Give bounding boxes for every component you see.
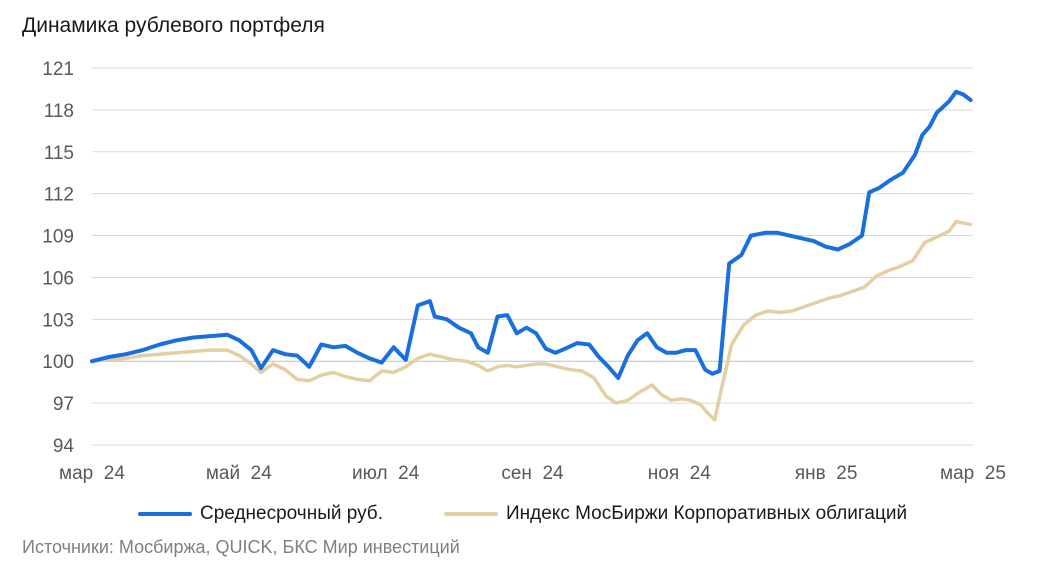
series-lines — [90, 89, 973, 422]
series-line-1 — [90, 89, 973, 380]
y-tick-label: 118 — [44, 101, 74, 122]
y-tick-label: 115 — [44, 143, 74, 164]
x-axis-ticks: мар 24 май 24 июл 24 сен 24 ноя 24 янв 25 мар … — [59, 463, 1006, 484]
legend-item-series-1: Среднесрочный руб. — [138, 503, 383, 525]
chart-title: Динамика рублевого портфеля — [22, 14, 325, 37]
grid-lines — [92, 67, 973, 446]
y-tick-label: 103 — [42, 310, 74, 331]
series-line-2 — [90, 219, 973, 422]
line-chart: 94 97 100 103 106 109 112 115 118 121 мар 24 май 2… — [42, 59, 1006, 484]
legend-label-series-1: Среднесрочный руб. — [200, 503, 383, 524]
legend-label-series-2: Индекс МосБиржи Корпоративных облигаций — [506, 503, 908, 524]
source-note: Источники: Мосбиржа, QUICK, БКС Мир инве… — [22, 537, 460, 557]
x-tick-label: янв 25 — [795, 463, 858, 484]
legend-swatch-series-2 — [444, 512, 498, 516]
y-tick-label: 97 — [53, 394, 74, 415]
y-tick-label: 112 — [44, 185, 74, 206]
y-tick-label: 121 — [42, 59, 74, 80]
legend: Среднесрочный руб. Индекс МосБиржи Корпо… — [0, 503, 1048, 529]
y-tick-label: 100 — [42, 352, 74, 373]
x-tick-label: мар 24 — [59, 463, 125, 484]
x-tick-label: июл 24 — [352, 463, 420, 484]
y-tick-label: 94 — [53, 436, 75, 457]
y-tick-label: 106 — [42, 268, 74, 289]
x-tick-label: мар 25 — [940, 463, 1006, 484]
x-tick-label: сен 24 — [501, 463, 564, 484]
legend-swatch-series-1 — [138, 512, 192, 516]
legend-item-series-2: Индекс МосБиржи Корпоративных облигаций — [444, 503, 907, 525]
y-tick-label: 109 — [42, 227, 74, 248]
y-axis-ticks: 94 97 100 103 106 109 112 115 118 121 — [42, 59, 74, 457]
x-tick-label: ноя 24 — [648, 463, 711, 484]
x-tick-label: май 24 — [206, 463, 272, 484]
